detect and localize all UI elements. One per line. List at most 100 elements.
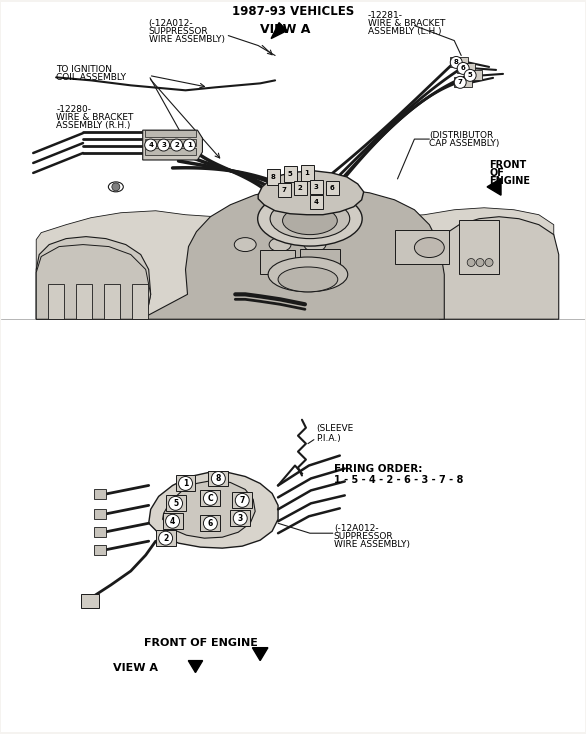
Circle shape [212, 471, 226, 485]
Text: 3: 3 [314, 184, 318, 190]
Polygon shape [141, 188, 444, 319]
Text: 1: 1 [305, 170, 309, 176]
Bar [94, 509, 106, 519]
Text: 5: 5 [288, 171, 292, 177]
Circle shape [485, 258, 493, 266]
Text: ENGINE: ENGINE [489, 176, 530, 186]
Text: SUPPRESSOR: SUPPRESSOR [149, 27, 208, 36]
Bar [163, 513, 182, 529]
Text: 1: 1 [187, 142, 192, 148]
Ellipse shape [278, 267, 338, 292]
Bar [156, 530, 176, 546]
Circle shape [158, 139, 169, 151]
Bar [457, 63, 475, 73]
Polygon shape [143, 130, 202, 160]
Text: 2: 2 [174, 142, 179, 148]
Bar [48, 284, 64, 319]
Bar [145, 148, 196, 155]
Text: 2: 2 [163, 534, 168, 542]
Text: 1987-93 VEHICLES: 1987-93 VEHICLES [232, 5, 354, 18]
Text: WIRE ASSEMBLY): WIRE ASSEMBLY) [334, 539, 410, 548]
Ellipse shape [108, 182, 123, 192]
Circle shape [467, 258, 475, 266]
Text: TO IGNITION: TO IGNITION [56, 65, 112, 74]
Text: (-12A012-: (-12A012- [334, 524, 379, 533]
Circle shape [179, 476, 192, 490]
Text: 5: 5 [173, 499, 178, 508]
Text: FRONT: FRONT [489, 160, 526, 170]
Bar [300, 249, 340, 277]
Text: (-12A012-: (-12A012- [149, 19, 193, 28]
Circle shape [159, 531, 172, 545]
Text: VIEW A: VIEW A [260, 23, 310, 36]
Bar [394, 230, 449, 264]
Bar [94, 527, 106, 537]
Polygon shape [487, 178, 501, 195]
Text: -12280-: -12280- [56, 105, 91, 114]
Bar [1, 1, 585, 319]
Bar [267, 169, 280, 185]
Text: VIEW A: VIEW A [113, 663, 158, 672]
Bar [145, 130, 196, 137]
Text: WIRE & BRACKET: WIRE & BRACKET [56, 113, 134, 122]
Bar [326, 181, 339, 195]
Polygon shape [258, 171, 364, 215]
Bar [94, 490, 106, 499]
Circle shape [166, 515, 179, 528]
Polygon shape [437, 217, 558, 319]
Text: FIRING ORDER:: FIRING ORDER: [334, 463, 422, 473]
Text: CAP ASSEMBLY): CAP ASSEMBLY) [430, 139, 500, 148]
Circle shape [476, 258, 484, 266]
Bar [294, 181, 307, 195]
Text: WIRE ASSEMBLY): WIRE ASSEMBLY) [149, 35, 224, 44]
Circle shape [203, 516, 217, 530]
Polygon shape [36, 208, 554, 319]
Text: 1 - 5 - 4 - 2 - 6 - 3 - 7 - 8: 1 - 5 - 4 - 2 - 6 - 3 - 7 - 8 [334, 476, 463, 485]
Bar [284, 166, 297, 182]
Bar [94, 545, 106, 555]
Text: 6: 6 [461, 65, 465, 71]
Bar [459, 219, 499, 275]
Circle shape [450, 57, 462, 68]
Polygon shape [188, 661, 203, 672]
Ellipse shape [234, 238, 256, 252]
Bar [301, 165, 314, 181]
Bar [76, 284, 92, 319]
Circle shape [112, 183, 120, 191]
Bar [230, 510, 250, 526]
Bar [260, 250, 295, 275]
Bar [200, 515, 220, 531]
Bar [200, 490, 220, 506]
Text: 4: 4 [314, 199, 318, 205]
Ellipse shape [282, 207, 338, 235]
Circle shape [233, 512, 247, 526]
Bar [278, 183, 291, 197]
Ellipse shape [304, 238, 326, 252]
Text: OF: OF [489, 168, 504, 178]
Bar [464, 70, 482, 80]
Bar [310, 195, 323, 208]
Circle shape [203, 491, 217, 505]
Polygon shape [149, 473, 278, 548]
Ellipse shape [269, 238, 291, 252]
Text: COIL ASSEMBLY: COIL ASSEMBLY [56, 73, 126, 82]
Text: ASSEMBLY (R.H.): ASSEMBLY (R.H.) [56, 120, 131, 130]
Bar [1, 319, 585, 733]
Circle shape [171, 139, 182, 151]
Text: (SLEEVE
P.I.A.): (SLEEVE P.I.A.) [316, 424, 353, 443]
Text: 8: 8 [216, 474, 221, 483]
Text: 2: 2 [298, 185, 302, 191]
Text: 7: 7 [282, 187, 287, 193]
Text: 4: 4 [170, 517, 175, 526]
Circle shape [457, 62, 469, 74]
Text: WIRE & BRACKET: WIRE & BRACKET [367, 19, 445, 28]
Text: 8: 8 [454, 59, 459, 65]
Polygon shape [253, 647, 268, 661]
Ellipse shape [268, 257, 347, 292]
Circle shape [183, 139, 196, 151]
Text: ASSEMBLY (L.H.): ASSEMBLY (L.H.) [367, 27, 441, 36]
Bar [81, 594, 99, 608]
Circle shape [464, 70, 476, 81]
Circle shape [145, 139, 156, 151]
Circle shape [454, 76, 466, 88]
